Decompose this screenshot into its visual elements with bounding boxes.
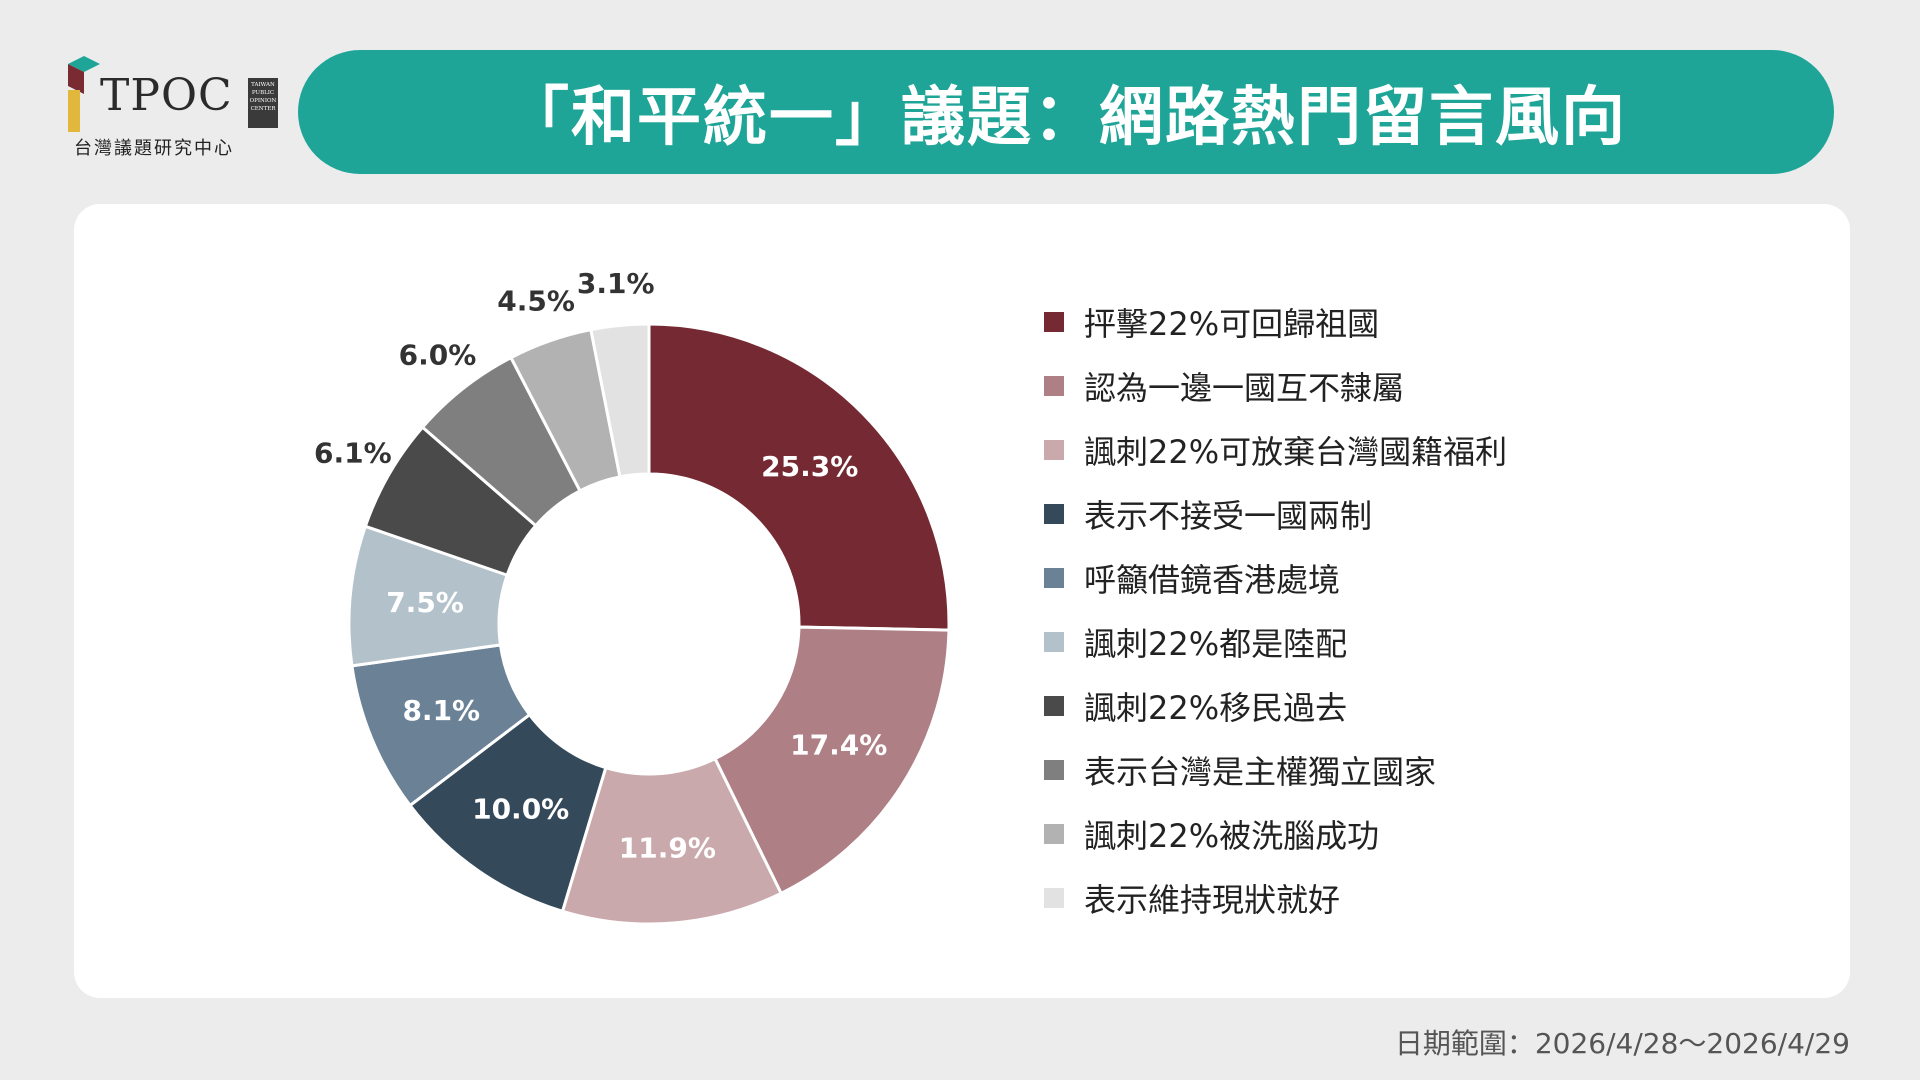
logo-tag: TAIWAN PUBLIC OPINION CENTER [248,78,278,128]
legend-label: 表示台灣是主權獨立國家 [1084,753,1437,791]
donut-slice [647,322,951,632]
slice-label: 11.9% [619,832,716,865]
donut-chart: 25.3% 17.4% 11.9% 10.0% 8.1% 7.5% 6.1% 6.0% 4.5%… [314,267,951,926]
legend-item: 呼籲借鏡香港處境 [1044,546,1507,610]
tpoc-logo: TPOC TAIWAN PUBLIC OPINION CENTER 台灣議題研究… [62,52,292,162]
legend-label: 認為一邊一國互不隸屬 [1084,369,1405,407]
legend-label: 呼籲借鏡香港處境 [1084,561,1341,599]
legend-item: 抨擊22%可回歸祖國 [1044,290,1507,354]
legend-label: 諷刺22%被洗腦成功 [1084,817,1380,855]
legend-swatch [1044,568,1064,588]
legend-label: 表示不接受一國兩制 [1084,497,1373,535]
slice-label: 25.3% [761,450,858,483]
slice-label: 8.1% [402,694,480,727]
legend-label: 諷刺22%可放棄台灣國籍福利 [1084,433,1508,471]
chart-legend: 抨擊22%可回歸祖國 認為一邊一國互不隸屬諷刺22%可放棄台灣國籍福利 表示不接受一… [1044,290,1507,930]
legend-item: 諷刺22%移民過去 [1044,674,1507,738]
legend-label: 諷刺22%移民過去 [1084,689,1348,727]
slice-label: 6.0% [399,339,477,372]
legend-item: 諷刺22%都是陸配 [1044,610,1507,674]
legend-item: 表示台灣是主權獨立國家 [1044,738,1507,802]
logo-wordmark: TPOC [100,70,233,121]
legend-swatch [1044,504,1064,524]
logo-cube-icon [68,56,100,132]
legend-swatch [1044,760,1064,780]
slice-label: 3.1% [577,267,655,300]
legend-swatch [1044,888,1064,908]
donut-slice [560,756,784,926]
legend-label: 抨擊22%可回歸祖國 [1084,305,1380,343]
legend-swatch [1044,312,1064,332]
legend-item: 認為一邊一國互不隸屬 [1044,354,1507,418]
page-title: 「和平統一」議題：網路熱門留言風向 [505,81,1627,155]
legend-item: 表示不接受一國兩制 [1044,482,1507,546]
legend-swatch [1044,696,1064,716]
slice-label: 10.0% [472,792,569,825]
legend-label: 諷刺22%都是陸配 [1084,625,1348,663]
logo-subtitle: 台灣議題研究中心 [74,138,234,159]
chart-card: 25.3% 17.4% 11.9% 10.0% 8.1% 7.5% 6.1% 6.0% 4.5%… [74,204,1850,998]
slice-label: 17.4% [790,728,887,761]
legend-item: 諷刺22%被洗腦成功 [1044,802,1507,866]
legend-swatch [1044,440,1064,460]
slice-label: 7.5% [386,586,464,619]
legend-label: 表示維持現狀就好 [1084,881,1341,919]
legend-item: 諷刺22%可放棄台灣國籍福利 [1044,418,1507,482]
date-range-note: 日期範圍：2026/4/28～2026/4/29 [1394,1027,1850,1060]
legend-swatch [1044,376,1064,396]
title-banner: 「和平統一」議題：網路熱門留言風向 [298,50,1834,174]
donut-slice [589,322,651,479]
slice-label: 6.1% [314,437,392,470]
legend-swatch [1044,824,1064,844]
donut-slice [713,625,951,896]
legend-item: 表示維持現狀就好 [1044,866,1507,930]
slice-label: 4.5% [497,285,575,318]
legend-swatch [1044,632,1064,652]
